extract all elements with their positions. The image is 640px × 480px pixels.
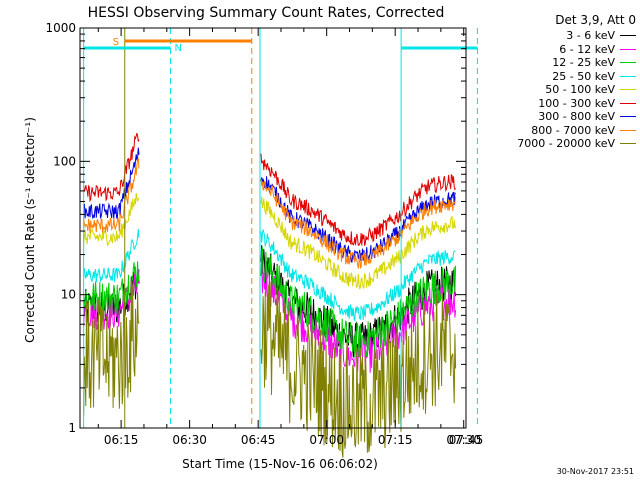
- x-tick-label-1: 06:30: [172, 433, 207, 447]
- legend-item-2: 6 - 12 keV: [559, 43, 636, 56]
- series-line-4-segment-2: [260, 229, 456, 321]
- series-line-9-segment-1: [83, 281, 140, 416]
- night-label: N: [174, 43, 181, 54]
- series-line-6-segment-1: [83, 132, 140, 203]
- legend-title: Det 3,9, Att 0: [555, 13, 636, 27]
- legend-swatch: [620, 62, 636, 63]
- series-line-9-segment-2: [260, 281, 457, 458]
- legend-swatch: [620, 102, 636, 104]
- y-tick-label-3: 1000: [45, 21, 76, 35]
- series-line-8-segment-2: [260, 178, 457, 269]
- x-tick-label-0: 06:15: [104, 433, 139, 447]
- chart-title: HESSI Observing Summary Count Rates, Cor…: [88, 5, 445, 21]
- y-tick-label-2: 100: [53, 154, 76, 168]
- footer-date: 30-Nov-2017 23:51: [556, 467, 634, 476]
- legend-label: 3 - 6 keV: [566, 29, 615, 42]
- x-tick-label-4: 07:15: [378, 433, 413, 447]
- series-line-6-segment-2: [260, 153, 457, 246]
- legend-item-5: 50 - 100 keV: [545, 83, 636, 96]
- x-tick-label-2: 06:45: [241, 433, 276, 447]
- legend-label: 25 - 50 keV: [552, 69, 615, 83]
- legend-item-1: 3 - 6 keV: [566, 29, 636, 42]
- series-line-5-segment-2: [260, 196, 457, 290]
- legend-swatch: [620, 75, 636, 77]
- x-tick-label-5: 07:30: [446, 433, 481, 447]
- series-line-3-segment-1: [83, 261, 140, 316]
- legend-label: 300 - 800 keV: [538, 110, 615, 123]
- legend-label: 7000 - 20000 keV: [517, 137, 615, 150]
- legend-item-4: 25 - 50 keV: [552, 70, 636, 83]
- legend-swatch: [620, 116, 636, 117]
- legend-item-6: 100 - 300 keV: [538, 97, 636, 110]
- y-axis-label: Corrected Count Rate (s⁻¹ detector⁻¹): [23, 117, 37, 343]
- legend-label: 800 - 7000 keV: [531, 123, 615, 137]
- legend-swatch: [620, 35, 636, 36]
- legend-swatch: [620, 89, 636, 90]
- legend-swatch: [620, 129, 636, 131]
- x-tick-label-6: 07:45: [449, 433, 484, 447]
- legend-label: 100 - 300 keV: [538, 96, 615, 110]
- series-line-8-segment-1: [83, 157, 140, 234]
- y-tick-label-0: 1: [68, 421, 76, 435]
- legend-label: 50 - 100 keV: [545, 83, 615, 96]
- legend-label: 6 - 12 keV: [559, 42, 615, 56]
- legend-swatch: [620, 143, 636, 144]
- marker-layer: SN: [83, 28, 478, 428]
- x-tick-label-3: 07:00: [309, 433, 344, 447]
- legend-item-9: 7000 - 20000 keV: [517, 137, 636, 150]
- legend-item-7: 300 - 800 keV: [538, 110, 636, 123]
- series-line-4-segment-1: [83, 229, 140, 283]
- saa-label: S: [113, 37, 119, 48]
- legend-item-8: 800 - 7000 keV: [531, 124, 636, 137]
- series-line-3-segment-2: [260, 247, 457, 358]
- y-tick-label-1: 10: [61, 288, 76, 302]
- x-axis-label: Start Time (15-Nov-16 06:06:02): [182, 457, 378, 471]
- plot-frame: [79, 27, 467, 429]
- series-line-5-segment-1: [83, 193, 140, 246]
- legend-item-3: 12 - 25 keV: [552, 56, 636, 69]
- legend-swatch: [620, 48, 636, 50]
- series-layer: [83, 132, 457, 458]
- legend-label: 12 - 25 keV: [552, 56, 615, 69]
